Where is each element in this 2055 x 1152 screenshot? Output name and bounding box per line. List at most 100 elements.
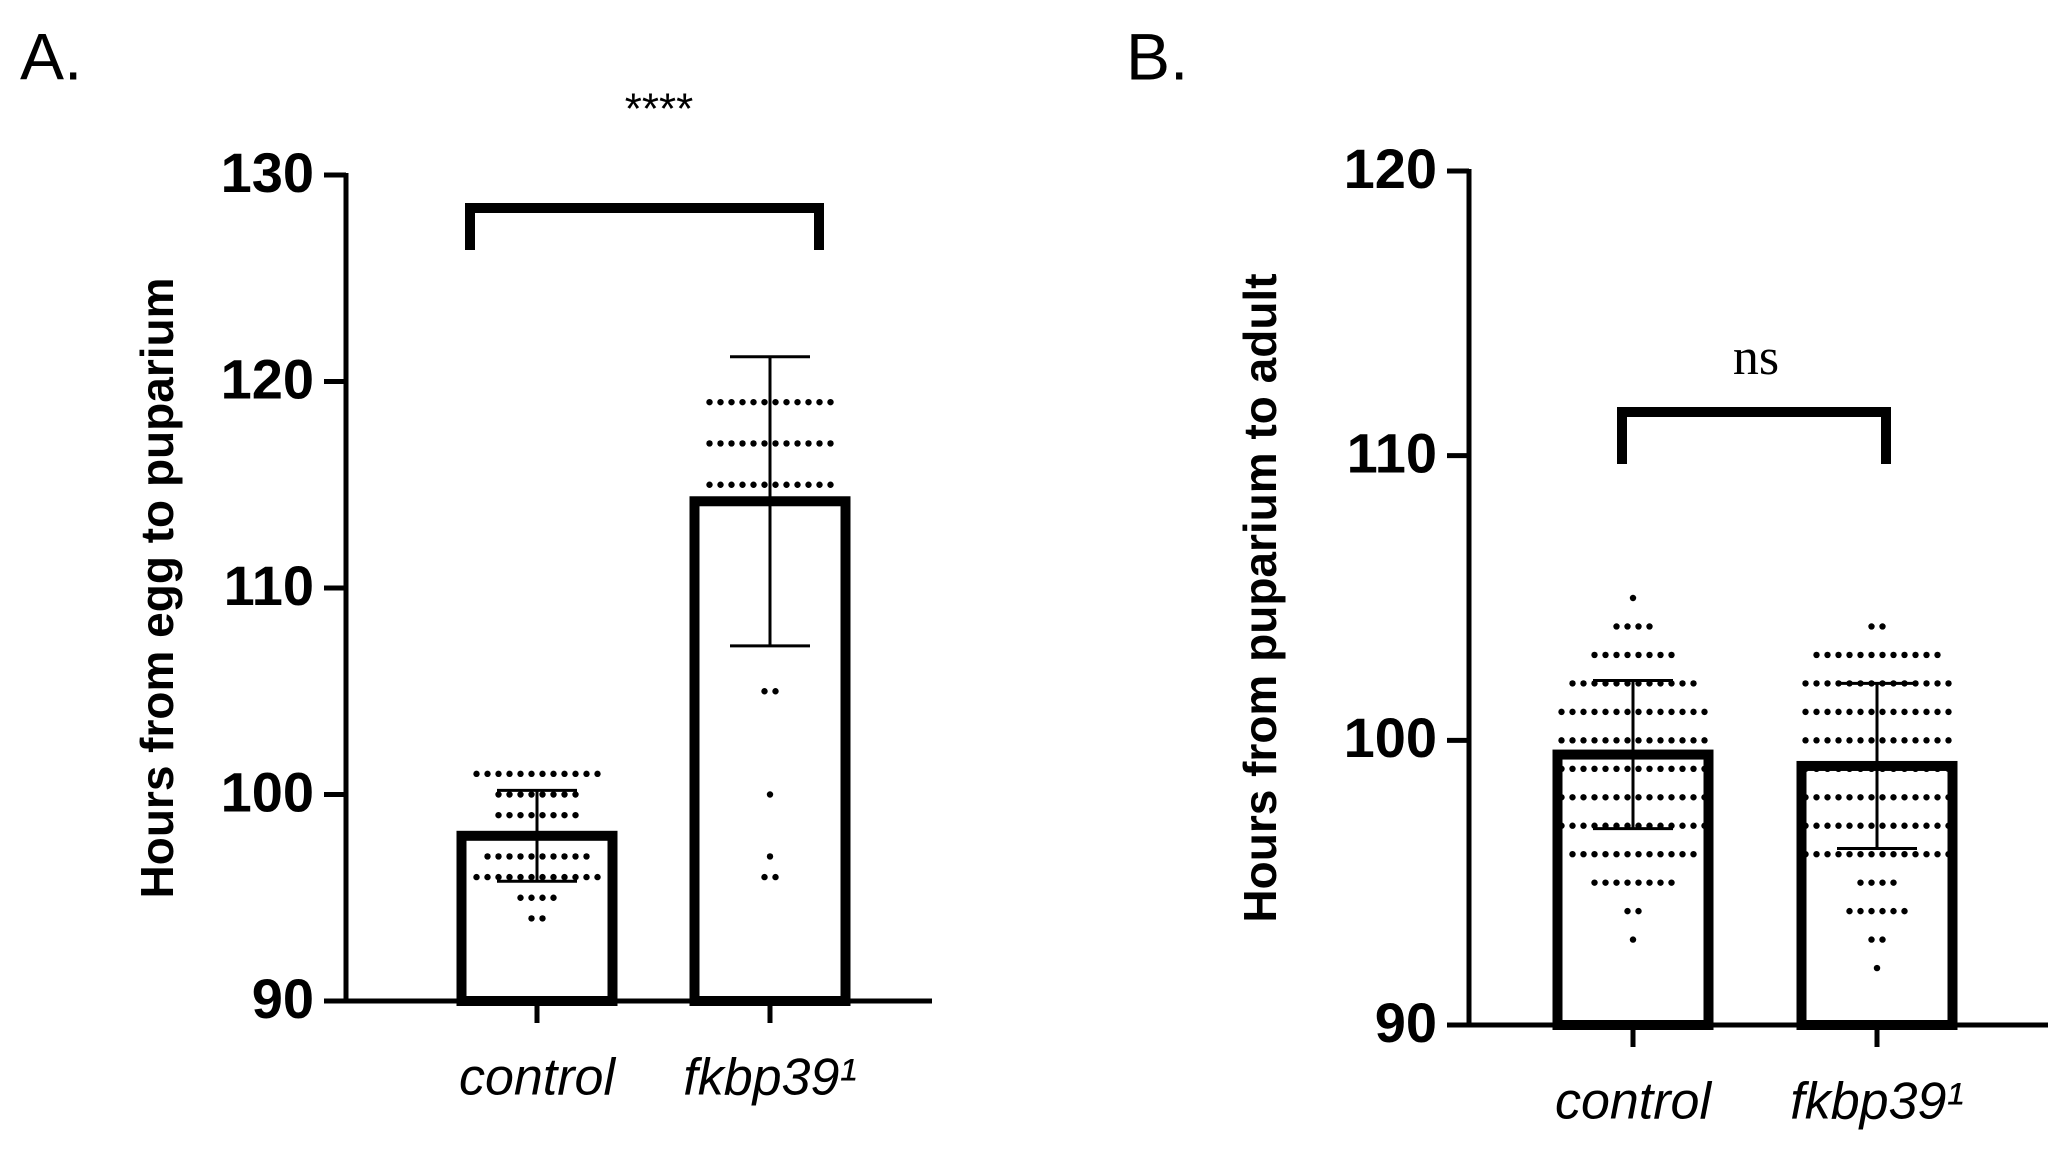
data-point (1901, 737, 1908, 744)
data-point (1602, 765, 1609, 772)
data-point (1857, 708, 1864, 716)
data-point (1657, 651, 1664, 659)
data-point (1868, 822, 1875, 829)
data-point (1824, 765, 1831, 772)
data-point (1690, 765, 1697, 772)
data-point (794, 398, 801, 406)
data-point (550, 894, 557, 901)
data-point (1923, 765, 1930, 772)
data-point (1602, 794, 1609, 801)
data-point (761, 481, 768, 488)
data-point (1890, 879, 1897, 886)
data-point (484, 832, 491, 839)
data-point (1934, 708, 1941, 716)
data-point (1558, 765, 1565, 772)
data-point (1679, 708, 1686, 716)
data-point (1835, 822, 1842, 829)
data-point (550, 811, 557, 819)
data-point (1657, 708, 1664, 716)
y-tick-label: 120 (1344, 137, 1437, 200)
data-point (1690, 680, 1697, 687)
data-point (1657, 879, 1664, 886)
data-point (1868, 907, 1875, 915)
data-point (1879, 708, 1886, 716)
data-point (1934, 737, 1941, 744)
data-point (473, 873, 480, 881)
data-point (1624, 651, 1631, 659)
data-point (1580, 680, 1587, 687)
data-point (827, 440, 834, 447)
data-point (1846, 851, 1853, 858)
data-point (717, 440, 724, 447)
data-point (1690, 794, 1697, 801)
data-point (528, 894, 535, 901)
data-point (739, 398, 746, 406)
data-point (1857, 851, 1864, 858)
data-point (1629, 936, 1637, 943)
data-point (1835, 851, 1842, 858)
data-point (1813, 794, 1820, 801)
data-point (1657, 765, 1664, 772)
data-point (1824, 708, 1831, 716)
data-point (772, 398, 779, 406)
data-point (1602, 708, 1609, 716)
data-point (539, 791, 546, 798)
data-point (1912, 737, 1919, 744)
data-point (1945, 680, 1952, 687)
data-point (572, 873, 579, 881)
data-point (1813, 737, 1820, 744)
data-point (717, 481, 724, 488)
data-point (1802, 708, 1809, 716)
data-point (517, 853, 524, 860)
data-point (1624, 851, 1631, 858)
data-point (1868, 851, 1875, 858)
data-point (1635, 879, 1642, 886)
data-point (583, 832, 590, 839)
data-point (1591, 737, 1598, 744)
data-point (1613, 851, 1620, 858)
data-point (1857, 651, 1864, 659)
y-tick-label: 90 (252, 967, 314, 1030)
data-point (1646, 737, 1653, 744)
significance-bracket (1617, 407, 1891, 464)
panel-label: A. (20, 19, 82, 93)
data-point (766, 853, 774, 860)
data-point (1879, 651, 1886, 659)
data-point (1824, 794, 1831, 801)
data-point (772, 481, 779, 488)
data-point (816, 440, 823, 447)
data-point (1879, 737, 1886, 744)
data-point (1646, 708, 1653, 716)
data-point (1846, 651, 1853, 659)
data-point (1835, 765, 1842, 772)
data-point (1802, 680, 1809, 687)
data-point (484, 853, 491, 860)
data-point (1580, 794, 1587, 801)
data-point (1846, 907, 1853, 915)
data-point (739, 481, 746, 488)
data-point (1912, 794, 1919, 801)
data-point (1569, 708, 1576, 716)
data-point (1934, 651, 1941, 659)
data-point (1679, 680, 1686, 687)
data-point (1824, 651, 1831, 659)
data-point (1879, 794, 1886, 801)
data-point (1569, 822, 1576, 829)
data-point (1657, 737, 1664, 744)
data-point (1813, 851, 1820, 858)
data-point (1624, 879, 1631, 886)
data-point (1668, 879, 1675, 886)
data-point (1624, 708, 1631, 716)
data-point (1835, 794, 1842, 801)
y-axis-label: Hours from puparium to adult (1234, 273, 1286, 922)
significance-label: **** (625, 85, 694, 134)
data-point (1657, 851, 1664, 858)
data-point (1868, 879, 1875, 886)
data-point (517, 770, 524, 778)
x-tick-label: fkbp39¹ (683, 1049, 856, 1107)
data-point (1890, 651, 1897, 659)
data-point (506, 791, 513, 798)
data-point (1580, 708, 1587, 716)
data-point (1868, 708, 1875, 716)
